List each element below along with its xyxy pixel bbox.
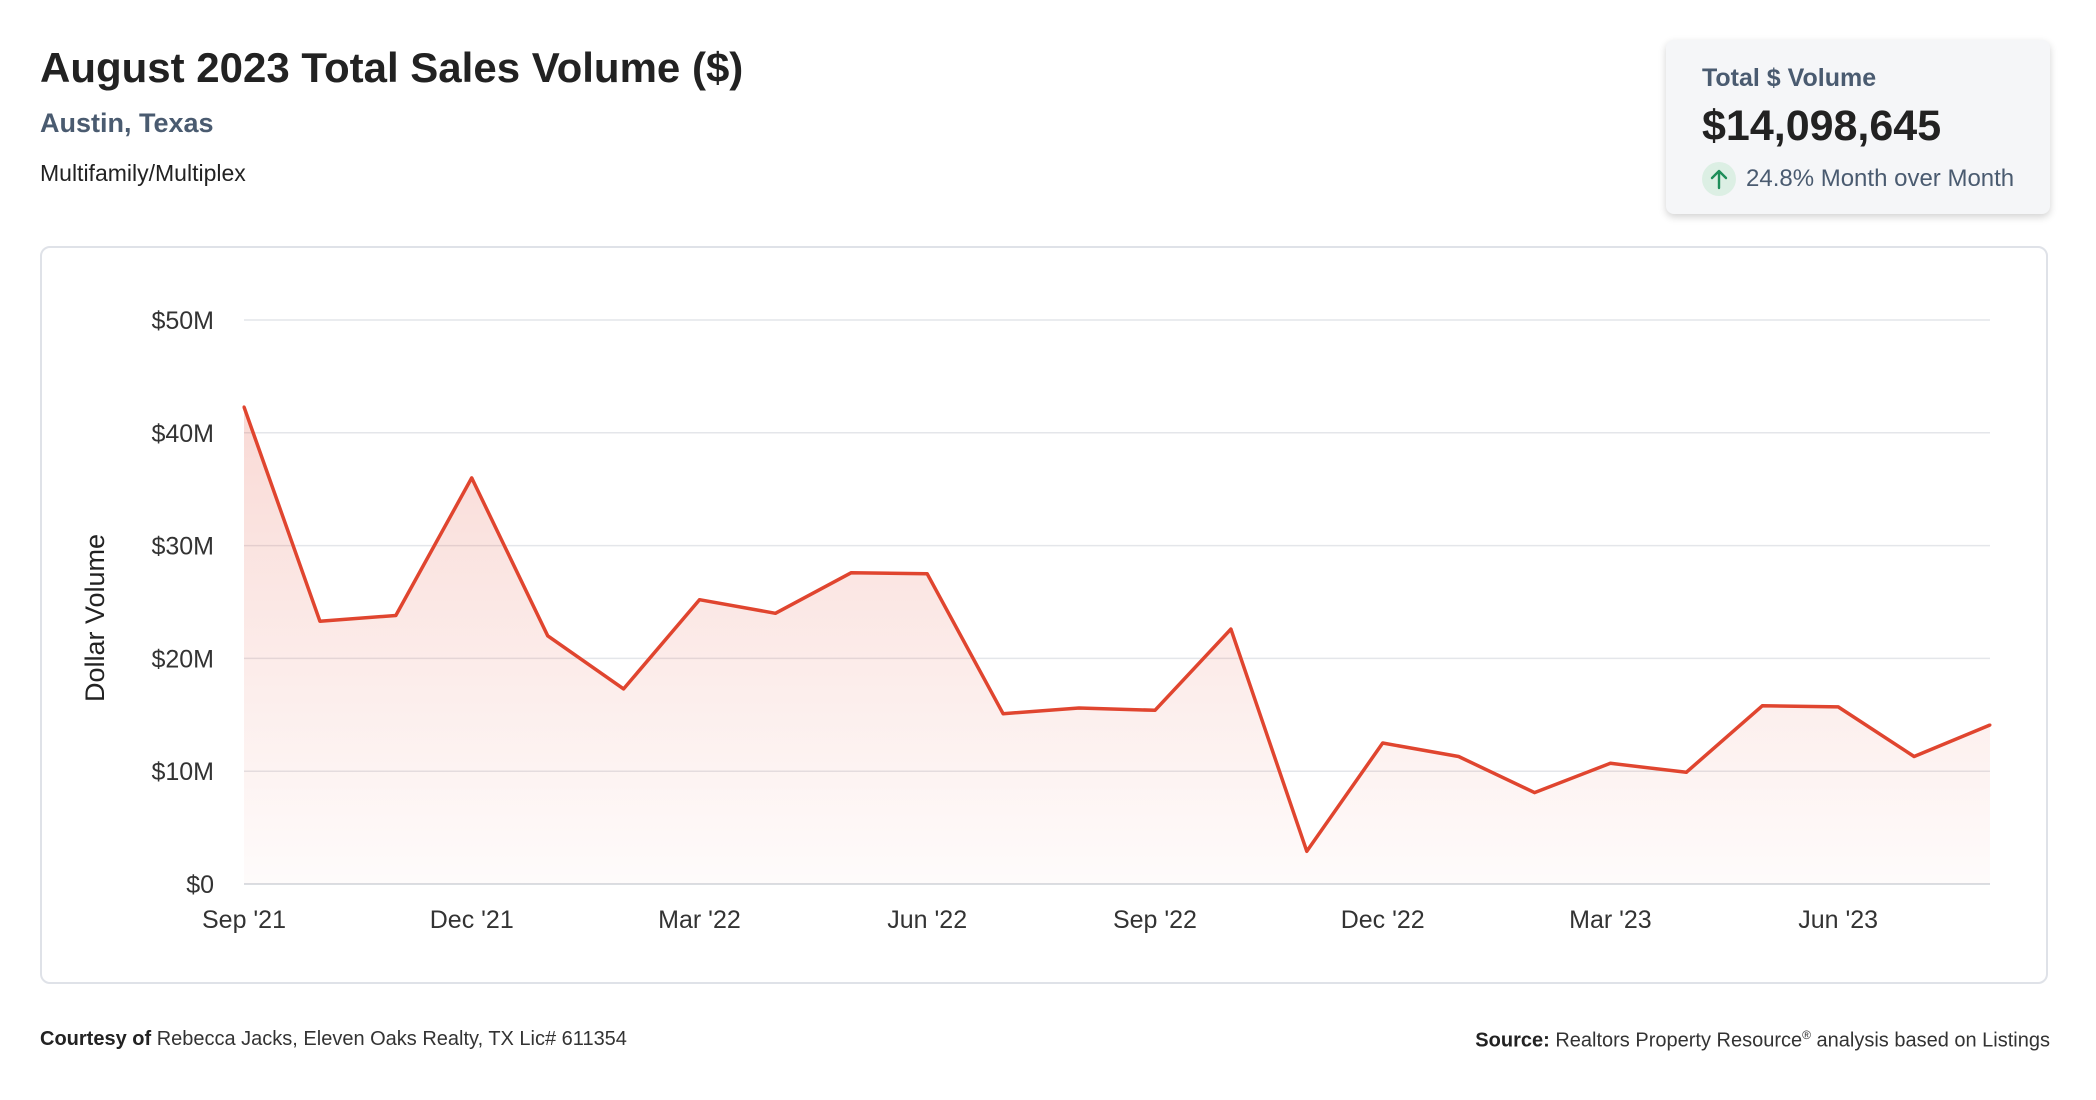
x-tick-label: Dec '22 bbox=[1341, 906, 1425, 934]
location-subtitle: Austin, Texas bbox=[40, 108, 214, 138]
y-tick-label: $10M bbox=[151, 758, 214, 786]
registered-mark: ® bbox=[1802, 1028, 1811, 1042]
data-point bbox=[1229, 627, 1233, 631]
data-point bbox=[1077, 706, 1081, 710]
data-point bbox=[1001, 712, 1005, 716]
x-tick-label: Jun '23 bbox=[1798, 906, 1878, 934]
data-point bbox=[1457, 755, 1461, 759]
sales-volume-chart: $0 $10M $20M $30M $40M $50M Sep '21 Dec '21 Mar… bbox=[80, 307, 1992, 934]
data-point bbox=[470, 476, 474, 480]
x-tick-label: Mar '23 bbox=[1569, 906, 1652, 934]
data-point bbox=[773, 611, 777, 615]
chart-container: $0 $10M $20M $30M $40M $50M Sep '21 Dec '21 Mar… bbox=[40, 246, 2048, 984]
source-label: Source: bbox=[1475, 1029, 1550, 1052]
arrow-up-icon bbox=[1702, 162, 1736, 196]
data-point bbox=[849, 571, 853, 575]
data-point bbox=[697, 598, 701, 602]
data-point bbox=[1684, 770, 1688, 774]
kpi-label: Total $ Volume bbox=[1702, 64, 1877, 92]
total-volume-card: Total $ Volume $14,098,645 24.8% Month o… bbox=[1666, 40, 2050, 214]
data-points bbox=[242, 405, 1992, 853]
y-tick-label: $20M bbox=[151, 645, 214, 673]
y-tick-label: $0 bbox=[186, 871, 214, 899]
x-tick-label: Dec '21 bbox=[430, 906, 514, 934]
y-axis-label: Dollar Volume bbox=[80, 534, 110, 702]
data-point bbox=[1153, 708, 1157, 712]
data-point bbox=[1912, 755, 1916, 759]
data-point bbox=[1608, 761, 1612, 765]
kpi-change: 24.8% Month over Month bbox=[1702, 162, 2014, 196]
kpi-value: $14,098,645 bbox=[1702, 102, 1942, 150]
source-text: Realtors Property Resource bbox=[1555, 1029, 1803, 1052]
y-tick-label: $50M bbox=[151, 307, 214, 335]
x-tick-label: Sep '21 bbox=[202, 906, 286, 934]
data-point bbox=[242, 405, 246, 409]
source-footer: Source: Realtors Property Resource® anal… bbox=[1475, 1028, 2050, 1053]
data-point bbox=[1381, 741, 1385, 745]
x-axis-ticks: Sep '21 Dec '21 Mar '22 Jun '22 Sep '22 Dec '… bbox=[202, 906, 1878, 934]
x-tick-label: Mar '22 bbox=[658, 906, 741, 934]
y-axis-ticks: $0 $10M $20M $30M $40M $50M bbox=[151, 307, 214, 899]
data-point bbox=[622, 687, 626, 691]
data-point bbox=[1760, 704, 1764, 708]
source-text-tail: analysis based on Listings bbox=[1816, 1029, 2050, 1052]
volume-area bbox=[244, 406, 1990, 884]
data-point bbox=[394, 614, 398, 618]
courtesy-text: Rebecca Jacks, Eleven Oaks Realty, TX Li… bbox=[156, 1028, 627, 1050]
data-point bbox=[925, 572, 929, 576]
kpi-change-text: 24.8% Month over Month bbox=[1746, 165, 2015, 192]
property-type-label: Multifamily/Multiplex bbox=[40, 160, 246, 186]
data-point bbox=[1533, 791, 1537, 795]
x-tick-label: Jun '22 bbox=[887, 906, 967, 934]
volume-line bbox=[242, 406, 1991, 854]
y-tick-label: $30M bbox=[151, 533, 214, 561]
data-point bbox=[1836, 705, 1840, 709]
data-point bbox=[546, 634, 550, 638]
data-point bbox=[1988, 723, 1992, 727]
courtesy-footer: Courtesy of Rebecca Jacks, Eleven Oaks R… bbox=[40, 1028, 627, 1051]
data-point bbox=[1305, 849, 1309, 853]
x-tick-label: Sep '22 bbox=[1113, 906, 1197, 934]
page-title: August 2023 Total Sales Volume ($) bbox=[40, 44, 744, 91]
courtesy-label: Courtesy of bbox=[40, 1028, 152, 1050]
data-point bbox=[318, 619, 322, 623]
y-tick-label: $40M bbox=[151, 420, 214, 448]
